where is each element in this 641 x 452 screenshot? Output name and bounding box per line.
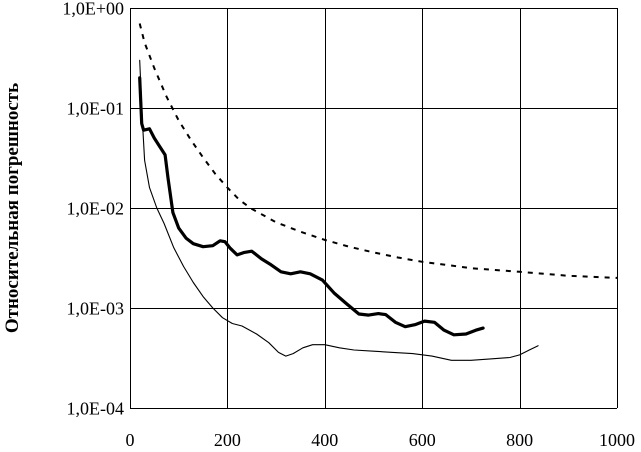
y-tick-label: 1,0E-03: [67, 299, 125, 319]
x-tick-label: 600: [409, 430, 436, 450]
series-layer: [138, 23, 618, 361]
x-tick-label: 0: [126, 430, 135, 450]
y-axis-title: Относительная погрешность: [2, 83, 23, 333]
y-tick-label: 1,0E+00: [62, 0, 124, 19]
x-tick-label: 200: [214, 430, 241, 450]
x-tick-label: 1000: [599, 430, 635, 450]
y-tick-label: 1,0E-04: [67, 399, 125, 419]
y-tick-label: 1,0E-02: [67, 199, 125, 219]
tick-labels: 0 200 400 600 800 1000 1,0E+00 1,0E-01 1,0E-02 1,…: [62, 0, 635, 450]
grid-layer: [130, 8, 618, 409]
series-line-dashed: [138, 23, 618, 279]
series-line-thick: [138, 76, 485, 337]
y-tick-label: 1,0E-01: [67, 99, 125, 119]
x-tick-label: 400: [311, 430, 338, 450]
x-tick-label: 800: [506, 430, 533, 450]
series-line-thin: [139, 59, 539, 361]
